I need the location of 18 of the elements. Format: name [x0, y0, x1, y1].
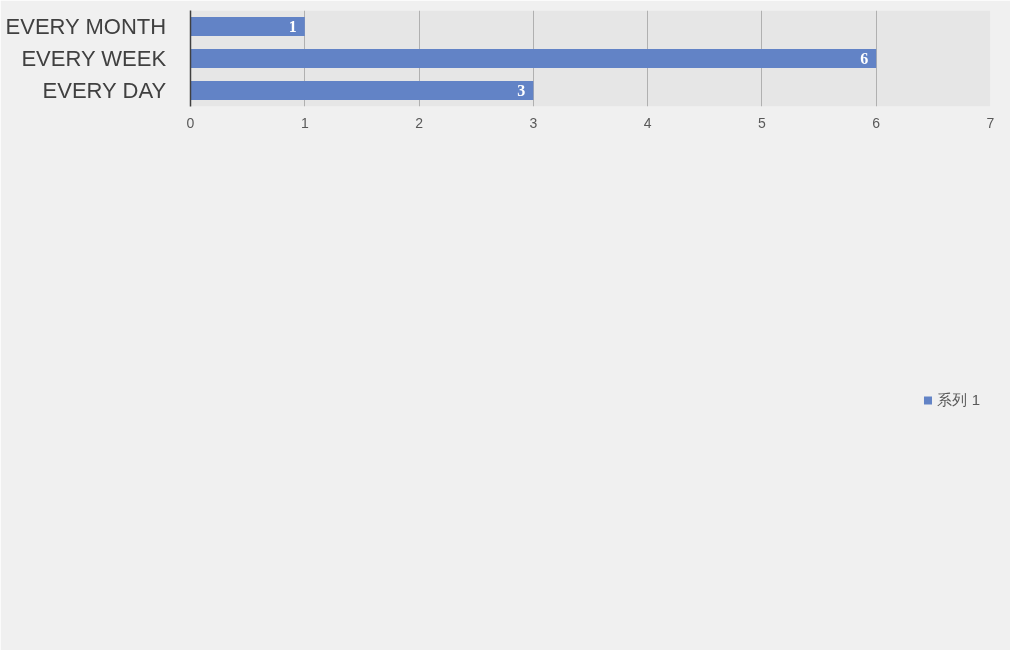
x-tick-label: 1 [300, 114, 309, 131]
y-tick-label: EVERY DAY [42, 78, 167, 103]
x-tick-label: 0 [186, 114, 195, 131]
x-tick-label: 4 [643, 114, 652, 131]
data-label: 6 [860, 50, 869, 67]
x-tick-label: 6 [872, 114, 881, 131]
y-tick-label: EVERY WEEK [21, 46, 167, 71]
data-label: 3 [517, 82, 526, 99]
y-tick-label: EVERY MONTH [5, 14, 167, 39]
x-tick-label: 7 [986, 114, 995, 131]
bar [190, 80, 534, 101]
bar [190, 16, 305, 37]
x-tick-label: 2 [415, 114, 424, 131]
x-tick-label: 5 [758, 114, 767, 131]
data-label: 1 [288, 18, 297, 35]
legend-label: 系列 1 [937, 390, 980, 410]
x-tick-label: 3 [529, 114, 538, 131]
bar [190, 48, 877, 69]
